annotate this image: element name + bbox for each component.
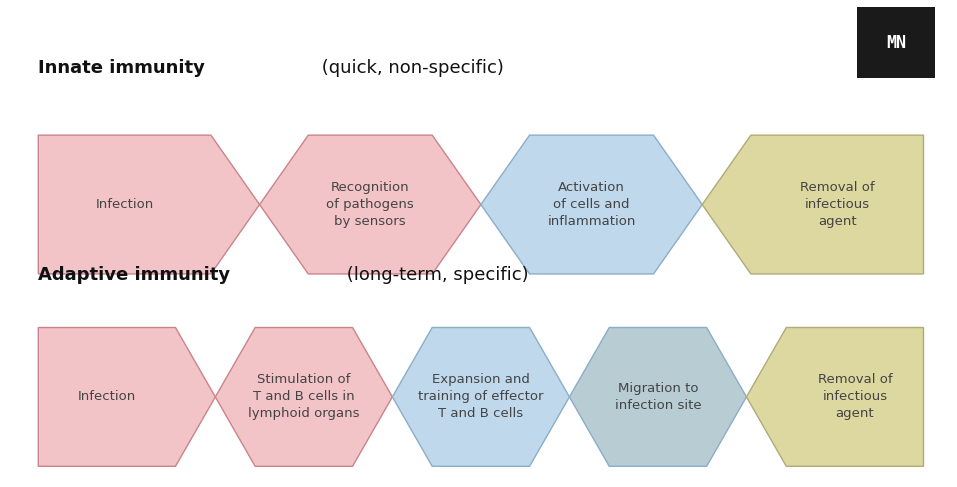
Text: Recognition
of pathogens
by sensors: Recognition of pathogens by sensors [326,181,414,228]
Text: Migration to
infection site: Migration to infection site [614,382,701,412]
Polygon shape [481,135,702,274]
Polygon shape [857,7,935,78]
Text: Stimulation of
T and B cells in
lymphoid organs: Stimulation of T and B cells in lymphoid… [248,374,360,420]
Text: (long-term, specific): (long-term, specific) [342,266,529,284]
Polygon shape [569,327,746,467]
Polygon shape [259,135,481,274]
Text: Removal of
infectious
agent: Removal of infectious agent [817,374,892,420]
Polygon shape [746,327,924,467]
Polygon shape [38,135,259,274]
Text: MN: MN [886,34,905,52]
Polygon shape [392,327,569,467]
Polygon shape [702,135,924,274]
Text: Infection: Infection [78,391,136,403]
Text: Innate immunity: Innate immunity [38,59,205,77]
Polygon shape [38,327,215,467]
Text: (quick, non-specific): (quick, non-specific) [316,59,504,77]
Text: Activation
of cells and
inflammation: Activation of cells and inflammation [547,181,635,228]
Text: Infection: Infection [96,198,154,211]
Polygon shape [215,327,392,467]
Text: Adaptive immunity: Adaptive immunity [38,266,231,284]
Text: Expansion and
training of effector
T and B cells: Expansion and training of effector T and… [418,374,544,420]
Text: Removal of
infectious
agent: Removal of infectious agent [800,181,875,228]
